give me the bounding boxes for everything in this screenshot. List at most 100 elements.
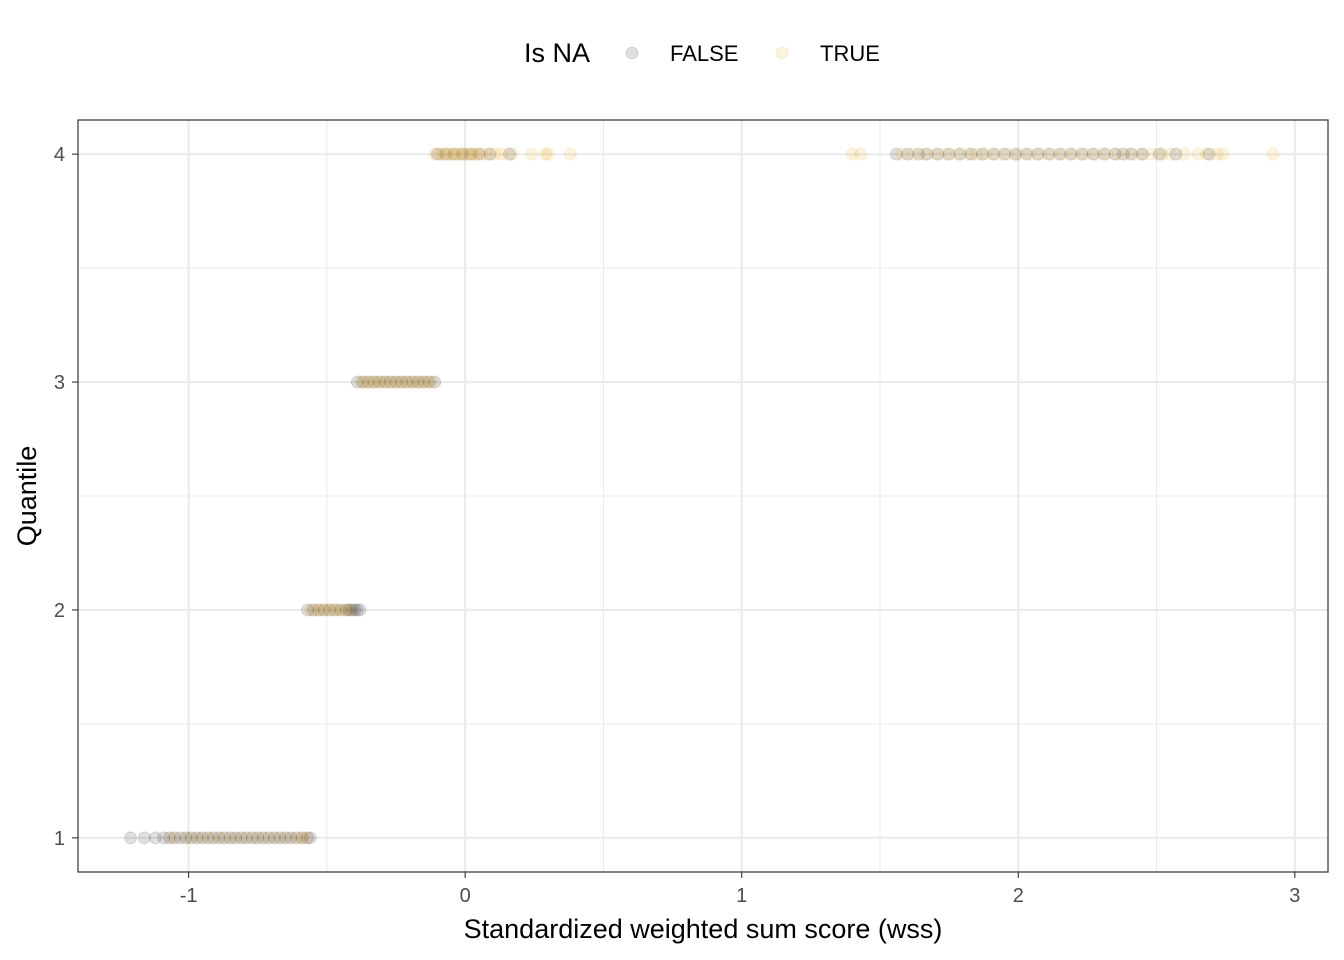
y-axis-title: Quantile <box>12 446 42 547</box>
data-point <box>182 831 196 845</box>
data-point <box>986 147 1000 161</box>
data-point <box>444 147 458 161</box>
data-point <box>450 147 464 161</box>
plot-border <box>77 119 1329 873</box>
data-point <box>381 375 395 389</box>
data-point <box>1064 147 1078 161</box>
data-point <box>439 147 453 161</box>
legend-title: Is NA <box>524 38 590 68</box>
data-point <box>1089 147 1103 161</box>
data-point <box>262 831 276 845</box>
data-point <box>1111 147 1125 161</box>
data-point <box>162 831 176 845</box>
data-point <box>223 831 237 845</box>
data-point <box>1067 147 1081 161</box>
legend-label-false: FALSE <box>670 41 738 66</box>
data-point <box>928 147 942 161</box>
data-point <box>1031 147 1045 161</box>
data-point <box>489 147 503 161</box>
data-point <box>472 147 486 161</box>
x-tick-label: 2 <box>1013 885 1024 907</box>
data-point <box>978 147 992 161</box>
legend: Is NA FALSE TRUE <box>524 38 880 68</box>
data-point <box>1022 147 1036 161</box>
data-point <box>428 375 442 389</box>
data-point <box>1100 147 1114 161</box>
data-point <box>989 147 1003 161</box>
data-point <box>997 147 1011 161</box>
data-point <box>854 147 868 161</box>
data-point <box>458 147 472 161</box>
data-point <box>453 147 467 161</box>
data-point <box>345 603 359 617</box>
data-point <box>1086 147 1100 161</box>
data-point <box>190 831 204 845</box>
data-point <box>428 147 442 161</box>
y-tick-label: 4 <box>54 144 65 166</box>
data-point <box>278 831 292 845</box>
data-point <box>920 147 934 161</box>
data-point <box>1122 147 1136 161</box>
data-point <box>538 147 552 161</box>
data-point <box>281 831 295 845</box>
data-point <box>931 147 945 161</box>
data-point <box>201 831 215 845</box>
data-point <box>1125 147 1139 161</box>
data-point <box>334 603 348 617</box>
data-point <box>1136 147 1150 161</box>
data-point <box>433 147 447 161</box>
data-point <box>314 603 328 617</box>
x-axis-title: Standardized weighted sum score (wss) <box>464 914 943 944</box>
data-point <box>273 831 287 845</box>
data-point <box>270 831 284 845</box>
data-point <box>845 147 859 161</box>
data-point <box>284 831 298 845</box>
data-point <box>367 375 381 389</box>
data-point <box>173 831 187 845</box>
data-point <box>259 831 273 845</box>
data-point <box>939 147 953 161</box>
data-point <box>157 831 171 845</box>
data-point <box>350 603 364 617</box>
data-point <box>342 603 356 617</box>
data-point <box>953 147 967 161</box>
x-tick-label: 1 <box>736 885 747 907</box>
data-point <box>912 147 926 161</box>
data-point <box>301 603 315 617</box>
data-point <box>483 147 497 161</box>
data-point <box>417 375 431 389</box>
data-point <box>408 375 422 389</box>
data-point <box>1216 147 1230 161</box>
data-point <box>356 375 370 389</box>
data-point <box>1108 147 1122 161</box>
data-point <box>323 603 337 617</box>
data-point <box>975 147 989 161</box>
data-point <box>1009 147 1022 161</box>
x-tick-label: 0 <box>460 885 471 907</box>
data-point <box>353 603 367 617</box>
data-point <box>298 831 312 845</box>
data-point <box>1116 147 1130 161</box>
data-point <box>168 831 182 845</box>
data-point <box>292 831 306 845</box>
data-point <box>317 603 331 617</box>
data-point <box>251 831 265 845</box>
data-point <box>1042 147 1056 161</box>
data-point <box>303 603 317 617</box>
data-point <box>1191 147 1205 161</box>
data-point <box>342 603 356 617</box>
data-point <box>248 831 262 845</box>
data-point <box>1133 147 1147 161</box>
data-point <box>442 147 456 161</box>
data-point <box>364 375 378 389</box>
data-point <box>475 147 489 161</box>
data-point <box>1155 147 1169 161</box>
data-point <box>207 831 221 845</box>
data-point <box>1266 147 1280 161</box>
data-point <box>1020 147 1034 161</box>
data-point <box>425 375 439 389</box>
data-point <box>240 831 254 845</box>
data-point <box>1097 147 1111 161</box>
series-false <box>124 147 1216 845</box>
